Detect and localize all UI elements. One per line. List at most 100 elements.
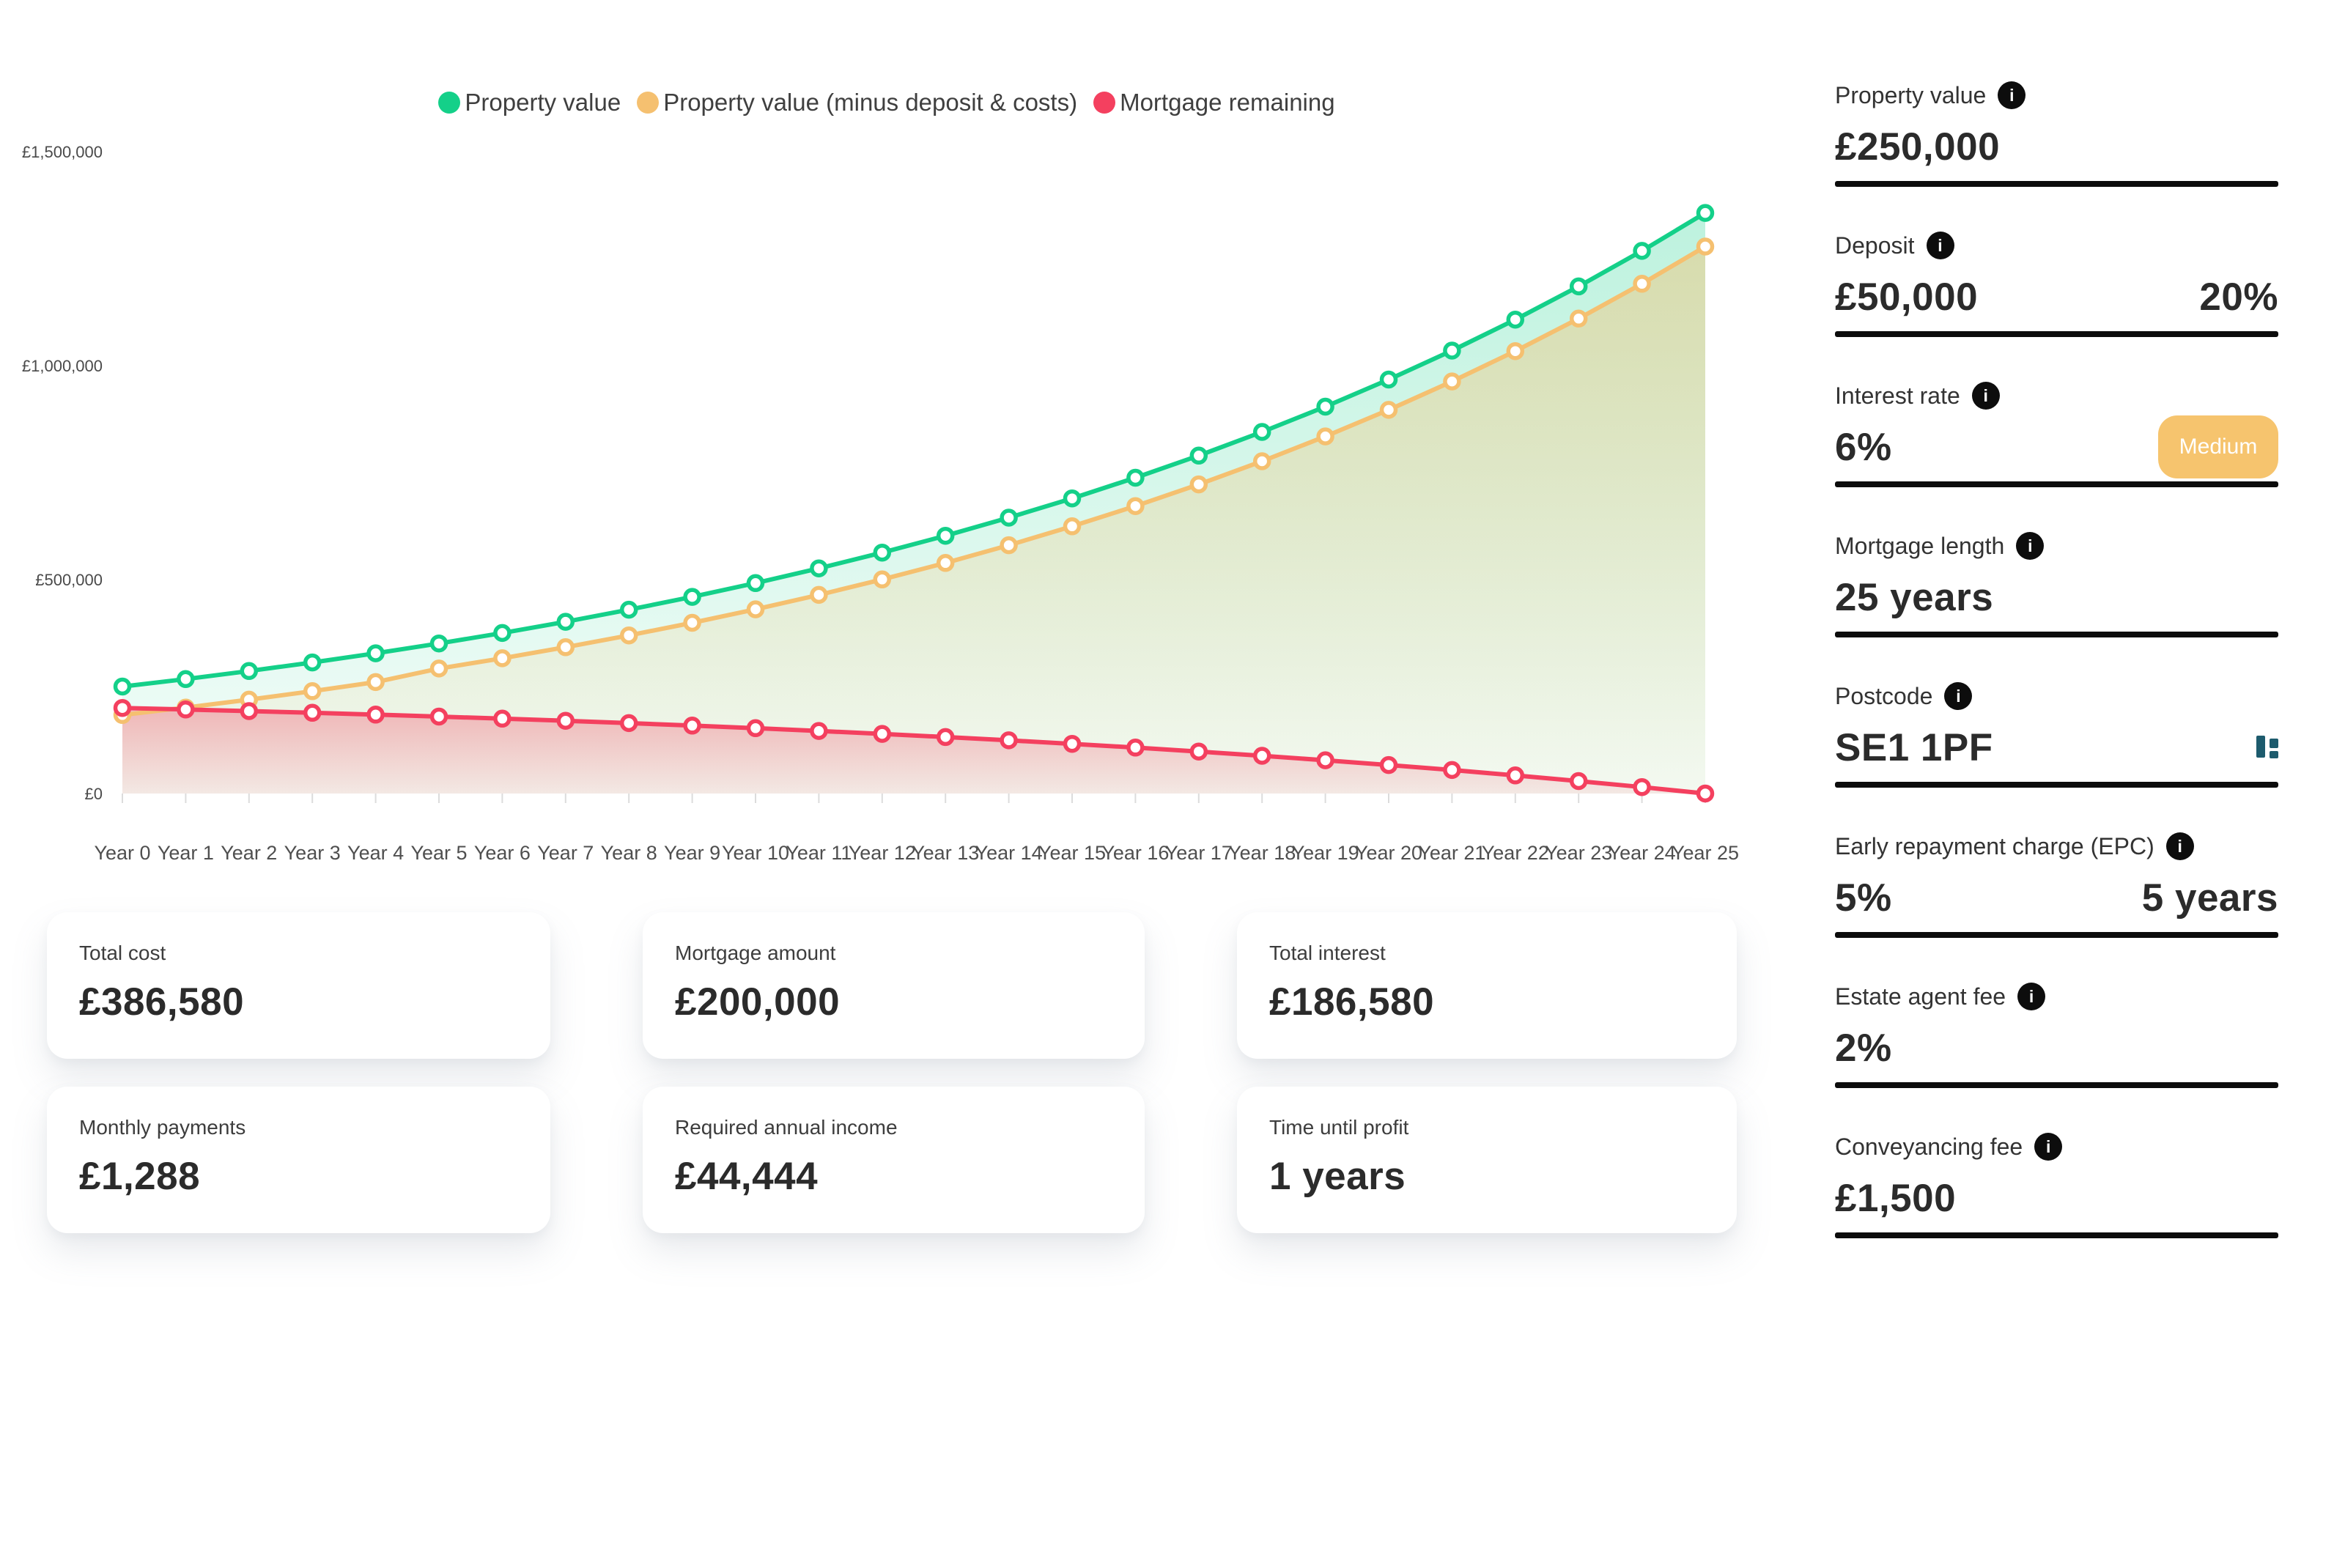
x-axis-label: Year 17	[1165, 842, 1233, 864]
card-label: Time until profit	[1269, 1116, 1409, 1139]
legend-item-property-value[interactable]: Property value	[438, 89, 621, 117]
field-postcode: Postcode i SE1 1PF	[1835, 681, 2278, 832]
data-point-mortgage-remaining	[1063, 734, 1082, 753]
info-icon[interactable]: i	[2017, 983, 2046, 1010]
data-point-property-value	[810, 559, 828, 577]
data-point-property-value-minus-deposit-costs	[1000, 536, 1018, 555]
data-point-mortgage-remaining	[493, 709, 512, 728]
info-icon[interactable]: i	[1926, 232, 1954, 259]
conveyancing-fee-input[interactable]: £1,500	[1835, 1176, 1957, 1220]
data-point-property-value	[1633, 242, 1651, 260]
x-axis-label: Year 20	[1355, 842, 1422, 864]
card-value: £200,000	[675, 980, 841, 1024]
x-axis-label: Year 21	[1418, 842, 1485, 864]
data-point-mortgage-remaining	[1443, 761, 1461, 780]
data-point-property-value-minus-deposit-costs	[1126, 497, 1145, 515]
deposit-amount-input[interactable]: £50,000	[1835, 275, 1979, 319]
data-point-property-value-minus-deposit-costs	[366, 673, 385, 692]
field-label: Interest rate	[1835, 382, 1960, 409]
epc-rate-input[interactable]: 5%	[1835, 876, 1892, 920]
data-point-property-value-minus-deposit-costs	[810, 585, 828, 604]
data-point-property-value-minus-deposit-costs	[1379, 401, 1398, 419]
card-value: 1 years	[1269, 1155, 1406, 1198]
data-point-mortgage-remaining	[556, 711, 575, 730]
data-point-mortgage-remaining	[1569, 772, 1588, 791]
x-axis-label: Year 25	[1672, 842, 1739, 864]
data-point-property-value	[1316, 397, 1334, 416]
info-icon[interactable]: i	[1998, 81, 2026, 109]
epc-years-input[interactable]: 5 years	[2141, 876, 2278, 920]
estate-agent-fee-input[interactable]: 2%	[1835, 1026, 1892, 1070]
data-point-property-value	[1000, 509, 1018, 527]
card-value: £386,580	[79, 980, 245, 1024]
data-point-property-value	[366, 644, 385, 662]
data-point-mortgage-remaining	[936, 728, 955, 747]
series-area-mortgage-remaining	[122, 708, 1705, 794]
deposit-percent-input[interactable]: 20%	[2199, 275, 2278, 319]
data-point-property-value	[240, 662, 259, 681]
card-total-interest: Total interest £186,580	[1237, 912, 1737, 1059]
data-point-property-value-minus-deposit-costs	[1252, 452, 1271, 470]
data-point-property-value	[1569, 277, 1588, 296]
series-area-property-value-minus-deposit-costs	[122, 246, 1705, 794]
legend-item-mortgage-remaining[interactable]: Mortgage remaining	[1093, 89, 1335, 117]
series-line-property-value-minus-deposit-costs	[120, 244, 1707, 717]
data-point-mortgage-remaining	[810, 722, 828, 740]
data-point-property-value	[303, 653, 322, 672]
x-axis-label: Year 5	[410, 842, 467, 864]
info-icon[interactable]: i	[2165, 832, 2194, 860]
interest-rate-input[interactable]: 6%	[1835, 425, 1892, 469]
data-point-property-value-minus-deposit-costs	[1506, 341, 1525, 360]
card-label: Total cost	[79, 942, 166, 964]
data-point-property-value-minus-deposit-costs	[1189, 475, 1208, 494]
data-point-mortgage-remaining	[1379, 755, 1398, 774]
info-icon[interactable]: i	[1971, 382, 2000, 410]
property-growth-chart: £0 £500,000 £1,000,000 £1,500,000 Year 0 Year…	[0, 0, 1773, 901]
x-axis-label: Year 8	[601, 842, 657, 864]
legend-dot-green-icon	[438, 92, 461, 114]
x-axis-label: Year 0	[94, 842, 150, 864]
data-point-property-value-minus-deposit-costs	[1316, 427, 1334, 445]
data-point-property-value	[1252, 423, 1271, 441]
data-point-property-value-minus-deposit-costs	[619, 626, 638, 645]
x-axis-label: Year 7	[537, 842, 594, 864]
data-point-mortgage-remaining	[177, 700, 195, 719]
data-point-property-value	[113, 677, 132, 696]
data-point-mortgage-remaining	[1252, 747, 1271, 765]
data-point-property-value-minus-deposit-costs	[873, 570, 892, 589]
x-axis-label: Year 22	[1482, 842, 1549, 864]
data-point-mortgage-remaining	[1506, 766, 1525, 785]
mortgage-length-input[interactable]: 25 years	[1835, 575, 1994, 619]
x-axis-label: Year 14	[975, 842, 1043, 864]
field-label: Property value	[1835, 81, 1987, 108]
info-icon[interactable]: i	[2034, 1133, 2063, 1161]
card-value: £186,580	[1269, 980, 1435, 1024]
legend-label: Mortgage remaining	[1120, 89, 1335, 116]
data-point-mortgage-remaining	[1126, 739, 1145, 757]
info-icon[interactable]: i	[2016, 532, 2045, 560]
data-point-property-value-minus-deposit-costs	[429, 659, 448, 678]
data-point-mortgage-remaining	[1000, 731, 1018, 750]
info-icon[interactable]: i	[1944, 682, 1973, 710]
data-point-property-value	[1063, 489, 1082, 508]
card-value: £1,288	[79, 1155, 201, 1198]
data-point-mortgage-remaining	[683, 717, 701, 735]
x-axis-label: Year 10	[722, 842, 789, 864]
data-point-mortgage-remaining	[303, 703, 322, 722]
card-label: Monthly payments	[79, 1116, 246, 1139]
property-value-input[interactable]: £250,000	[1835, 125, 2001, 169]
summary-cards: Total cost £386,580 Mortgage amount £200…	[47, 912, 1738, 1233]
legend-item-property-value-minus[interactable]: Property value (minus deposit & costs)	[637, 89, 1077, 117]
field-underline	[1835, 181, 2278, 187]
data-point-property-value	[1696, 204, 1715, 222]
data-point-mortgage-remaining	[1316, 751, 1334, 769]
card-total-cost: Total cost £386,580	[47, 912, 550, 1059]
data-point-property-value-minus-deposit-costs	[1063, 517, 1082, 536]
field-underline	[1835, 782, 2278, 788]
rate-level-badge[interactable]: Medium	[2158, 415, 2278, 478]
postcode-input[interactable]: SE1 1PF	[1835, 725, 1993, 769]
x-axis-label: Year 24	[1609, 842, 1676, 864]
data-point-property-value-minus-deposit-costs	[746, 600, 765, 618]
x-axis-label: Year 1	[158, 842, 214, 864]
x-axis-label: Year 12	[849, 842, 916, 864]
